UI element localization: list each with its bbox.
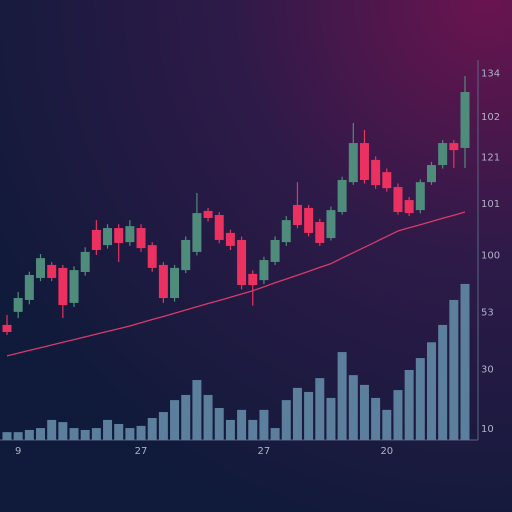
volume-bar [449, 299, 459, 440]
candle-body [136, 228, 146, 249]
candle-body [2, 324, 12, 332]
volume-bar [36, 428, 46, 440]
candle-body [315, 222, 325, 243]
volume-bar [348, 375, 358, 440]
volume-bar [69, 428, 79, 440]
volume-bar [136, 425, 146, 440]
candle-body [281, 220, 291, 243]
volume-bar [315, 378, 325, 440]
y-tick-label: 10 [481, 424, 494, 435]
candle-body [36, 258, 46, 278]
x-tick-label: 27 [258, 446, 271, 457]
volume-bar [58, 422, 68, 440]
candle-body [292, 204, 302, 226]
x-tick-label: 9 [15, 446, 21, 457]
candle-body [91, 229, 101, 250]
candle-body [371, 159, 381, 186]
x-tick-label: 20 [380, 446, 393, 457]
candle-body [359, 143, 369, 180]
candle-body [214, 214, 224, 240]
volume-bar [292, 387, 302, 440]
candle-body [181, 239, 191, 271]
candle-body [192, 213, 202, 252]
volume-bar [371, 397, 381, 440]
volume-bar [270, 428, 280, 440]
volume-bar [382, 409, 392, 440]
candle-body [114, 228, 124, 243]
volume-bar [103, 419, 113, 440]
y-tick-label: 100 [481, 250, 500, 261]
candle-body [438, 143, 448, 166]
volume-bar [281, 400, 291, 440]
volume-bar [47, 419, 57, 440]
candle-body [270, 239, 280, 262]
candle-body [125, 226, 135, 243]
volume-bar [259, 409, 269, 440]
moving-average-line [6, 211, 466, 357]
candle-body [80, 251, 90, 272]
candle-body [415, 182, 425, 211]
candle-body [326, 210, 336, 239]
candle-body [170, 267, 180, 299]
volume-bar [460, 283, 470, 440]
volume-bar [80, 429, 90, 440]
candle-body [348, 143, 358, 183]
volume-bar [393, 390, 403, 440]
volume-bar [147, 418, 157, 440]
volume-bar [359, 384, 369, 440]
candle-body [203, 210, 213, 218]
volume-bar [438, 324, 448, 440]
candle-body [237, 239, 247, 286]
volume-bar [158, 412, 168, 440]
y-tick-label: 121 [481, 153, 500, 164]
volume-bar [326, 397, 336, 440]
y-tick-label: 102 [481, 112, 500, 123]
volume-bar [337, 352, 347, 440]
volume-bar [214, 407, 224, 440]
volume-bar [192, 380, 202, 440]
candle-body [426, 165, 436, 183]
volume-bar [203, 394, 213, 440]
candle-body [449, 143, 459, 151]
volume-bar [225, 419, 235, 440]
candle-body [382, 172, 392, 189]
candle-body [47, 264, 57, 278]
candle-body [24, 274, 34, 300]
candle-body [69, 270, 79, 303]
volume-bar [181, 394, 191, 440]
x-tick-label: 27 [135, 446, 148, 457]
volume-bar [404, 369, 414, 440]
candle-body [13, 298, 23, 312]
y-tick-label: 53 [481, 307, 494, 318]
candle-body [225, 232, 235, 246]
volume-bar [24, 429, 34, 440]
candle-body [58, 267, 68, 306]
candle-body [404, 200, 414, 214]
candle-body [337, 179, 347, 212]
candle-body [103, 228, 113, 246]
volume-bar [415, 358, 425, 440]
volume-bar [2, 432, 12, 440]
candle-body [393, 187, 403, 212]
y-tick-label: 101 [481, 199, 500, 210]
y-tick-label: 134 [481, 69, 500, 80]
candle-body [248, 273, 258, 286]
candle-body [460, 92, 470, 148]
volume-bar [91, 428, 101, 440]
volume-bar [125, 428, 135, 440]
volume-bar [237, 409, 247, 440]
y-tick-label: 30 [481, 364, 494, 375]
volume-bar [248, 419, 258, 440]
volume-bar [426, 342, 436, 440]
volume-bar [304, 391, 314, 440]
candle-body [158, 264, 168, 299]
volume-bar [170, 400, 180, 440]
candle-body [147, 245, 157, 268]
volume-bar [114, 423, 124, 440]
candle-body [304, 207, 314, 233]
candle-body [259, 260, 269, 281]
volume-bar [13, 432, 23, 440]
